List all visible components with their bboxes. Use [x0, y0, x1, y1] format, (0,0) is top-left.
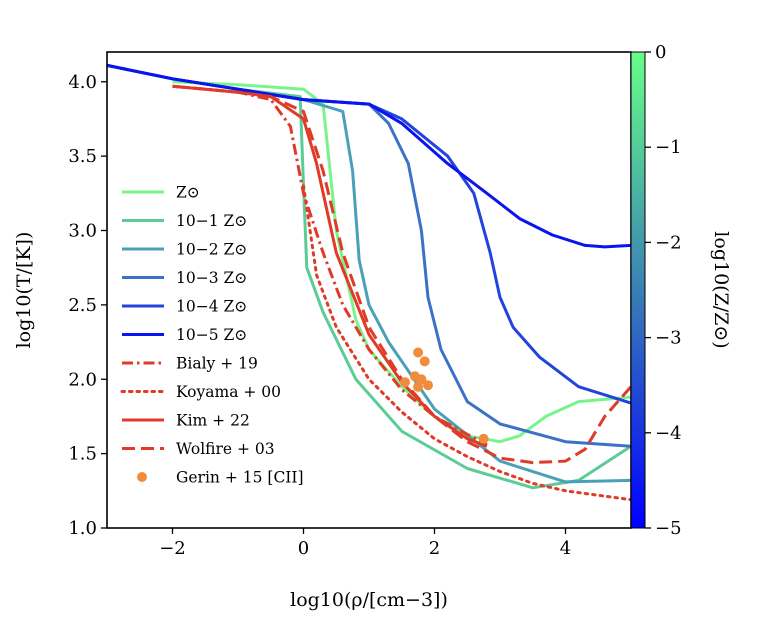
series-line-10: [172, 84, 631, 465]
plot-area: [107, 63, 631, 502]
legend-label-10-1-z: 10−1 Z⊙: [176, 212, 247, 230]
y-tick-label: 1.5: [68, 444, 97, 465]
legend-label-10-3-z: 10−3 Z⊙: [176, 269, 247, 287]
y-tick-label: 3.0: [68, 221, 97, 242]
colorbar-tick-label: −1: [655, 137, 682, 158]
colorbar-tick-label: 0: [655, 42, 666, 63]
series-line-8: [302, 184, 631, 502]
x-axis-label: log10(ρ/[cm−3]): [290, 589, 448, 611]
colorbar-tick-label: −3: [655, 328, 682, 349]
legend-label-wolfire-03: Wolfire + 03: [176, 440, 275, 458]
legend-label-10-4-z: 10−4 Z⊙: [176, 298, 247, 316]
y-tick-label: 1.0: [68, 518, 97, 539]
y-tick-label: 2.0: [68, 369, 97, 390]
gerin-data-point: [423, 380, 433, 391]
legend-label-kim-22: Kim + 22: [176, 412, 250, 430]
gerin-data-point: [478, 433, 489, 444]
colorbar-label: log10(Z/Z⊙): [710, 231, 732, 348]
legend-label-bialy-19: Bialy + 19: [176, 355, 258, 373]
y-tick-label: 3.5: [68, 146, 97, 167]
y-axis-label: log10(T/[K]): [13, 232, 35, 349]
legend-label-koyama-00: Koyama + 00: [176, 383, 281, 401]
x-tick-label: 2: [429, 538, 440, 559]
gerin-data-point: [400, 377, 410, 388]
legend-label-10-2-z: 10−2 Z⊙: [176, 241, 247, 259]
series-line-7: [172, 84, 488, 447]
legend-label-z: Z⊙: [176, 184, 200, 202]
legend-label-10-5-z: 10−5 Z⊙: [176, 326, 247, 344]
x-tick-label: 4: [560, 538, 571, 559]
series-line-6: [107, 63, 631, 249]
colorbar: [630, 51, 646, 529]
gerin-data-point: [409, 371, 420, 382]
gerin-data-point: [413, 347, 424, 358]
x-tick-label: 0: [298, 538, 309, 559]
series-line-1: [172, 80, 631, 444]
colorbar-tick-label: −4: [655, 423, 682, 444]
gerin-data-point: [419, 356, 430, 367]
colorbar-axis: 0 −1 −2 −3 −4 −5: [645, 42, 682, 539]
gerin-data-point: [413, 381, 424, 392]
colorbar-tick-label: −2: [655, 232, 682, 253]
y-tick-label: 2.5: [68, 295, 97, 316]
y-tick-label: 4.0: [68, 72, 97, 93]
x-tick-label: −2: [159, 538, 186, 559]
y-axis: 1.0 1.5 2.0 2.5 3.0 3.5 4.0: [68, 72, 107, 539]
legend-label-gerin-15-cii: Gerin + 15 [CII]: [176, 469, 304, 487]
legend-swatch-gerin-15-cii: [137, 472, 147, 482]
x-axis: −2 0 2 4: [159, 528, 571, 559]
colorbar-tick-label: −5: [655, 518, 682, 539]
legend: Z⊙ 10−1 Z⊙ 10−2 Z⊙ 10−3 Z⊙ 10−4 Z⊙ 10−5 Z⊙ Bia…: [120, 184, 304, 487]
gerin-scatter: [400, 347, 489, 444]
